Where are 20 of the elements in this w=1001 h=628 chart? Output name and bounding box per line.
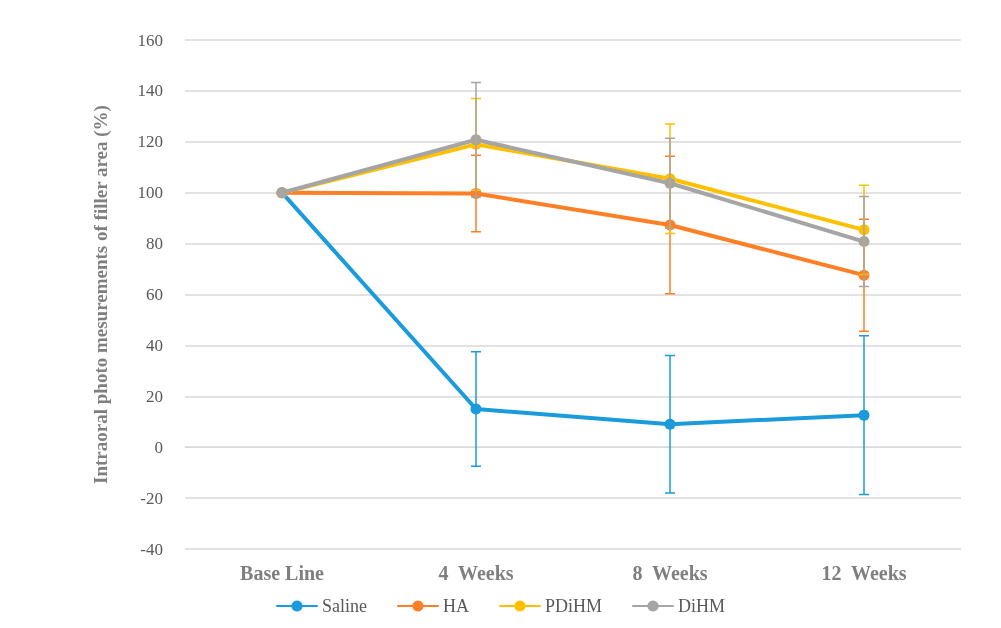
legend-label: HA <box>442 596 469 616</box>
x-tick-label: Base Line <box>240 562 325 584</box>
legend-label: DiHM <box>678 596 726 616</box>
y-tick-label: 20 <box>146 386 163 406</box>
y-tick-label: 60 <box>146 285 163 304</box>
y-tick-label: -20 <box>140 488 163 508</box>
y-tick-label: -40 <box>140 539 163 559</box>
y-axis-title: Intraoral photo mesurements of filler area (%) <box>90 105 112 484</box>
y-tick-label: 160 <box>137 30 163 50</box>
legend-label: PDiHM <box>544 596 602 616</box>
y-tick-label: 120 <box>137 132 163 152</box>
y-tick-label: 100 <box>137 183 163 203</box>
x-tick-label: 4 Weeks <box>438 562 514 584</box>
y-tick-label: 40 <box>146 335 163 355</box>
legend-label: Saline <box>322 596 367 616</box>
y-tick-label: 140 <box>137 81 163 101</box>
y-tick-label: 80 <box>146 234 163 254</box>
y-tick-label: 0 <box>154 437 163 457</box>
x-tick-label: 8 Weeks <box>632 562 708 584</box>
x-tick-label: 12 Weeks <box>821 562 907 584</box>
